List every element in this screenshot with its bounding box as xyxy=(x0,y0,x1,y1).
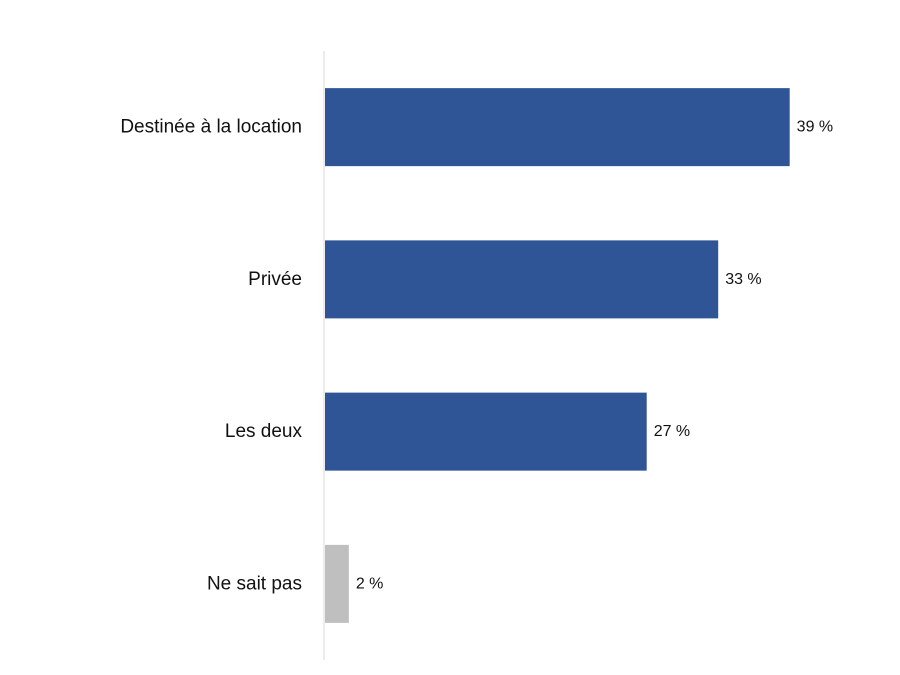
value-label-1: 33 % xyxy=(725,271,761,288)
bar-1 xyxy=(325,240,719,319)
value-label-3: 2 % xyxy=(356,575,384,592)
category-label-0: Destinée à la location xyxy=(120,117,302,138)
bars-group xyxy=(325,88,790,623)
category-label-2: Les deux xyxy=(225,421,303,442)
category-label-3: Ne sait pas xyxy=(207,573,302,594)
bar-0 xyxy=(325,88,790,167)
value-label-2: 27 % xyxy=(654,423,690,440)
bar-3 xyxy=(325,544,349,623)
category-labels-group: Destinée à la location Privée Les deux Ne s… xyxy=(120,117,302,595)
category-label-1: Privée xyxy=(248,269,302,290)
bar-2 xyxy=(325,392,647,471)
value-label-0: 39 % xyxy=(797,119,833,136)
value-labels-group: 39 % 33 % 27 % 2 % xyxy=(356,119,833,593)
